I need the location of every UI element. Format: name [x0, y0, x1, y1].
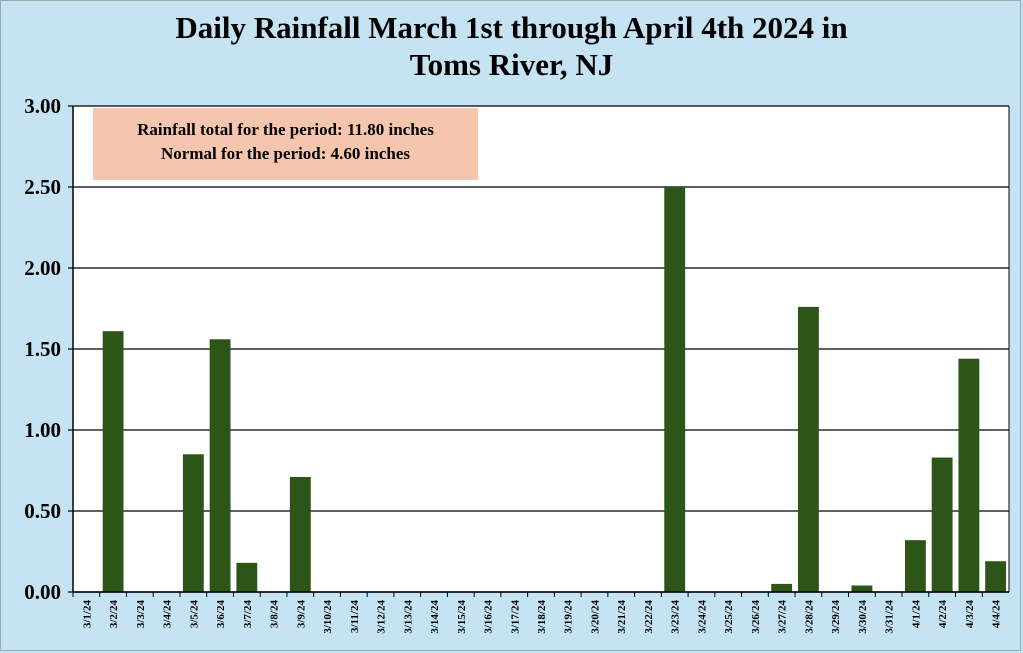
bar: [904, 540, 926, 592]
x-tick-label: 3/24/24: [696, 600, 708, 634]
x-tick-label: 3/2/24: [108, 600, 120, 629]
bars: [102, 187, 1007, 592]
bar: [289, 476, 311, 592]
x-tick-label: 3/5/24: [188, 600, 200, 629]
x-tick-label: 3/4/24: [162, 600, 174, 629]
x-tick-label: 3/3/24: [135, 600, 147, 629]
x-tick-label: 3/21/24: [616, 600, 628, 634]
x-tick-label: 4/2/24: [937, 600, 949, 629]
x-tick-label: 4/1/24: [910, 600, 922, 629]
x-tick-label: 4/4/24: [991, 600, 1003, 629]
bar: [851, 585, 873, 592]
bar: [985, 561, 1007, 592]
bar: [958, 358, 980, 592]
y-tick-label: 0.50: [24, 499, 61, 523]
x-tick-label: 3/20/24: [589, 600, 601, 634]
bar: [664, 187, 686, 592]
x-tick-label: 3/28/24: [803, 600, 815, 634]
x-tick-label: 3/29/24: [830, 600, 842, 634]
x-tick-label: 3/15/24: [456, 600, 468, 634]
y-tick-label: 1.00: [24, 418, 61, 442]
bar: [236, 562, 258, 592]
x-tick-label: 3/18/24: [536, 600, 548, 634]
x-tick-label: 3/17/24: [509, 600, 521, 634]
bar: [209, 339, 231, 592]
x-tick-label: 3/10/24: [322, 600, 334, 634]
x-tick-label: 3/14/24: [429, 600, 441, 634]
x-tick-label: 3/19/24: [563, 600, 575, 634]
chart-title-line-1: Daily Rainfall March 1st through April 4…: [175, 10, 848, 45]
y-tick-label: 2.00: [24, 256, 61, 280]
x-tick-label: 3/22/24: [643, 600, 655, 634]
y-tick-label: 2.50: [24, 175, 61, 199]
x-tick-label: 3/6/24: [215, 600, 227, 629]
rainfall-normal-text: Normal for the period: 4.60 inches: [161, 144, 410, 163]
x-tick-label: 3/9/24: [295, 600, 307, 629]
y-tick-label: 1.50: [24, 337, 61, 361]
x-tick-label: 3/23/24: [670, 600, 682, 634]
y-tick-label: 0.00: [24, 580, 61, 604]
x-tick-label: 3/27/24: [777, 600, 789, 634]
x-tick-label: 3/16/24: [483, 600, 495, 634]
x-tick-label: 3/7/24: [242, 600, 254, 629]
bar: [182, 454, 204, 592]
x-tick-label: 3/25/24: [723, 600, 735, 634]
bar: [771, 583, 793, 592]
bar: [931, 457, 953, 592]
bar: [797, 306, 819, 592]
bar: [102, 331, 124, 592]
chart-title: Daily Rainfall March 1st through April 4…: [1, 9, 1022, 83]
x-tick-label: 3/31/24: [884, 600, 896, 634]
x-tick-label: 3/30/24: [857, 600, 869, 634]
rainfall-total-text: Rainfall total for the period: 11.80 inc…: [137, 120, 434, 139]
y-axis-ticks: 0.00 0.50 1.00 1.50 2.00 2.50 3.00: [24, 94, 73, 604]
x-tick-label: 3/13/24: [402, 600, 414, 634]
x-tick-label: 3/12/24: [376, 600, 388, 634]
y-tick-label: 3.00: [24, 94, 61, 118]
chart-title-line-2: Toms River, NJ: [409, 47, 614, 82]
x-tick-label: 4/3/24: [964, 600, 976, 629]
x-axis-ticks: 3/1/24 3/2/24 3/3/24 3/4/24 3/5/24 3/6/24 3/7/…: [72, 592, 1003, 634]
x-tick-label: 3/11/24: [349, 600, 361, 634]
x-tick-label: 3/26/24: [750, 600, 762, 634]
rainfall-summary-box: Rainfall total for the period: 11.80 inc…: [93, 108, 478, 180]
x-tick-label: 3/1/24: [81, 600, 93, 629]
x-tick-label: 3/8/24: [269, 600, 281, 629]
